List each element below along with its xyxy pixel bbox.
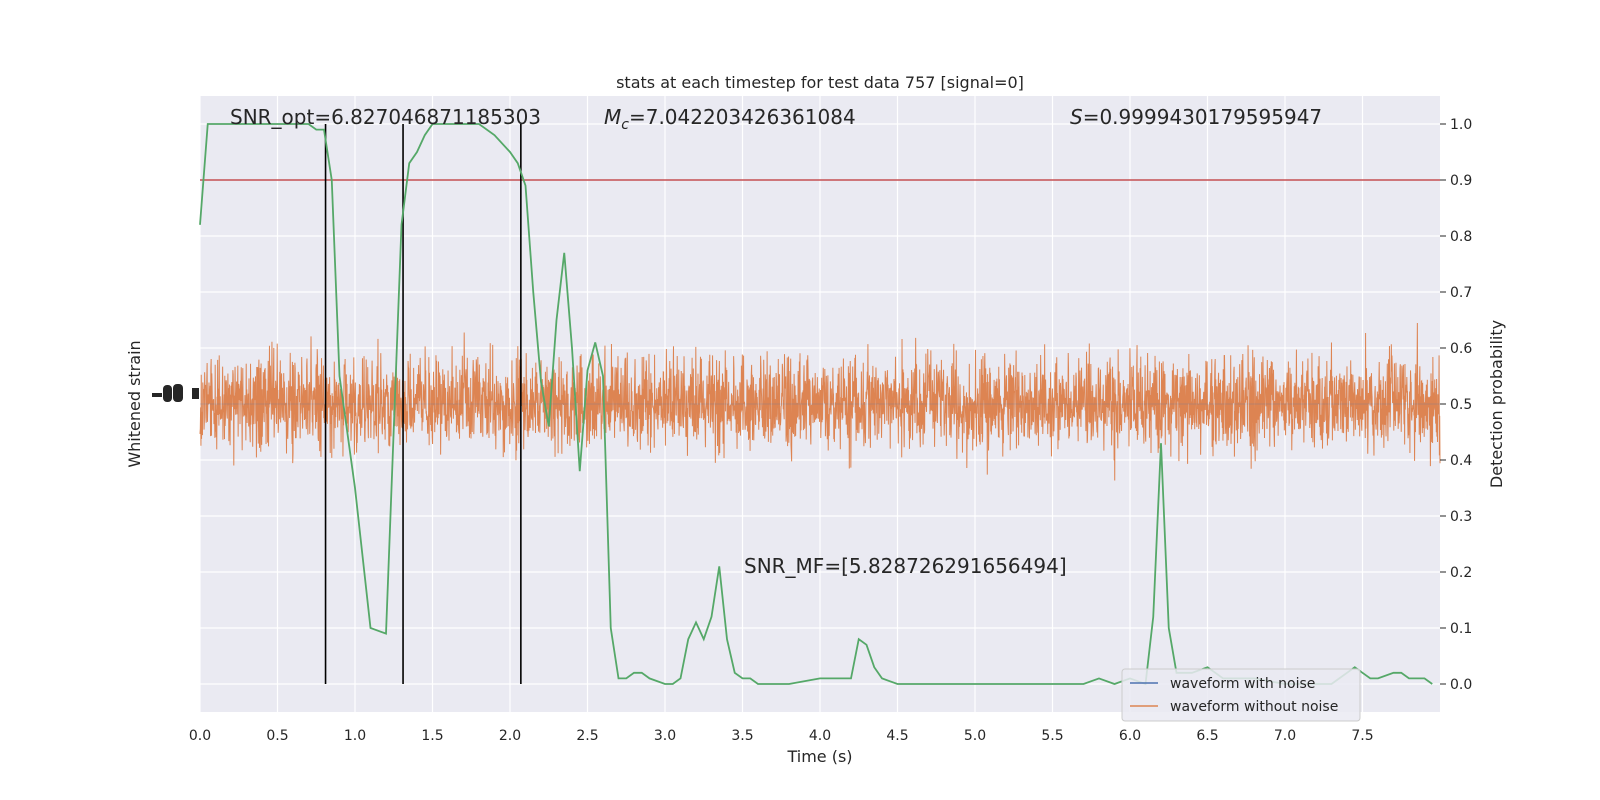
- mc-annotation: Mc=7.042203426361084: [604, 105, 856, 133]
- x-tick-label: 0.5: [266, 728, 288, 744]
- y-tick-label: 0.5: [1450, 397, 1472, 413]
- y-tick-label: 0.8: [1450, 229, 1472, 245]
- y-tick-label: 1.0: [1450, 117, 1472, 133]
- legend-box: [1121, 668, 1361, 722]
- y-tick-label: 0.6: [1450, 341, 1472, 357]
- legend-label-noise: waveform with noise: [1170, 676, 1315, 692]
- s-annotation: S=0.9999430179595947: [1070, 105, 1322, 129]
- left-axis-label: Whitened strain: [125, 340, 144, 467]
- left-tick-blob: [173, 384, 183, 402]
- snr-mf-annotation: SNR_MF=[5.828726291656494]: [744, 554, 1067, 578]
- noisy-waveform: [199, 322, 1441, 481]
- x-tick-label: 4.0: [809, 728, 831, 744]
- s-value: =0.9999430179595947: [1083, 105, 1322, 129]
- left-axis-ticks: [152, 384, 199, 402]
- y-tick-label: 0.7: [1450, 285, 1472, 301]
- x-tick-label: 3.5: [731, 728, 753, 744]
- x-tick-label: 6.5: [1196, 728, 1218, 744]
- x-axis-label: Time (s): [786, 747, 852, 766]
- x-tick-label: 1.5: [421, 728, 443, 744]
- y-tick-label: 0.4: [1450, 453, 1472, 469]
- x-tick-label: 3.0: [654, 728, 676, 744]
- left-tick-blob: [152, 393, 162, 397]
- snr-opt-annotation: SNR_opt=6.827046871185303: [230, 105, 541, 129]
- x-tick-label: 0.0: [189, 728, 211, 744]
- left-tick-blob: [163, 385, 172, 402]
- mc-subscript: c: [621, 117, 629, 133]
- x-tick-label: 4.5: [886, 728, 908, 744]
- legend: waveform with noise waveform without noi…: [1121, 668, 1361, 722]
- mc-symbol: M: [604, 105, 621, 129]
- x-tick-label: 5.5: [1041, 728, 1063, 744]
- x-tick-label: 2.0: [499, 728, 521, 744]
- x-tick-label: 7.0: [1274, 728, 1296, 744]
- x-tick-label: 7.5: [1351, 728, 1373, 744]
- y-tick-label: 0.0: [1450, 677, 1472, 693]
- left-tick-blob: [192, 388, 199, 399]
- x-tick-label: 6.0: [1119, 728, 1141, 744]
- s-symbol: S: [1070, 105, 1083, 129]
- y-tick-label: 0.1: [1450, 621, 1472, 637]
- right-axis-label: Detection probability: [1487, 320, 1506, 488]
- y-tick-label: 0.2: [1450, 565, 1472, 581]
- x-tick-label: 5.0: [964, 728, 986, 744]
- legend-label-clean: waveform without noise: [1170, 699, 1338, 715]
- x-tick-label: 1.0: [344, 728, 366, 744]
- chart-title: stats at each timestep for test data 757…: [616, 73, 1024, 92]
- y-tick-label: 0.9: [1450, 173, 1472, 189]
- y-tick-label: 0.3: [1450, 509, 1472, 525]
- x-tick-label: 2.5: [576, 728, 598, 744]
- noisy-waveform-path: [199, 322, 1441, 481]
- x-ticks: 0.0 0.5 1.0 1.5 2.0 2.5 3.0 3.5 4.0 4.5 5.0 5.5 6.0 6…: [189, 728, 1374, 744]
- mc-value: =7.042203426361084: [629, 105, 856, 129]
- y-ticks-right: 0.0 0.1 0.2 0.3 0.4 0.5 0.6 0.7 0.8 0.9 1.0: [1440, 117, 1472, 693]
